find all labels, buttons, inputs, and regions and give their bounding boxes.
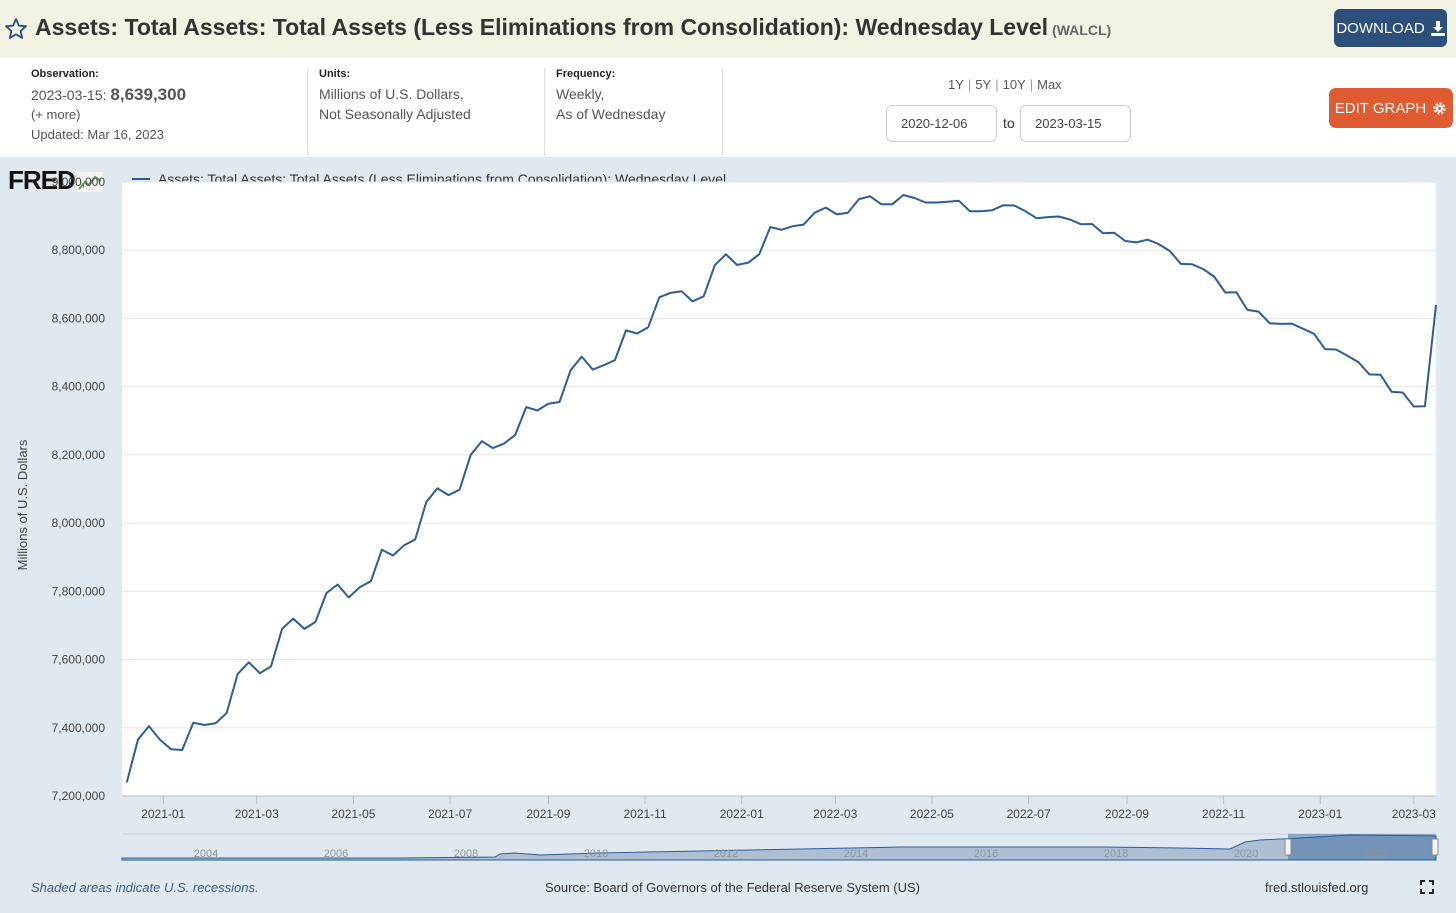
fullscreen-icon[interactable] — [1420, 880, 1434, 894]
x-tick-label: 2022-01 — [720, 807, 764, 821]
navigator-year-label: 2022 — [1364, 848, 1388, 860]
end-date-input[interactable]: 2023-03-15 — [1020, 105, 1131, 142]
navigator-year-label: 2014 — [844, 848, 868, 860]
x-tick-label: 2022-11 — [1202, 807, 1245, 821]
observation-panel: Observation: 2023-03-15: 8,639,300 (+ mo… — [31, 68, 308, 156]
line-chart: 7,200,000 7,400,000 7,600,000 7,800,000 8,00… — [15, 175, 1439, 861]
y-tick-label: 7,800,000 — [52, 584, 106, 598]
fred-logo: FRED — [8, 165, 103, 196]
units-panel: Units: Millions of U.S. Dollars, Not Sea… — [319, 68, 545, 156]
x-tick-label: 2021-09 — [526, 807, 570, 821]
units-line1: Millions of U.S. Dollars, — [319, 86, 464, 102]
star-icon[interactable] — [4, 17, 28, 41]
observation-label: Observation: — [31, 68, 99, 80]
frequency-line1: Weekly, — [556, 86, 605, 102]
navigator-year-label: 2020 — [1234, 848, 1258, 860]
gear-icon — [1433, 101, 1446, 115]
info-bar: Observation: 2023-03-15: 8,639,300 (+ mo… — [0, 58, 1456, 157]
frequency-line2: As of Wednesday — [556, 106, 666, 122]
range-max[interactable]: Max — [1037, 77, 1062, 92]
page-title: Assets: Total Assets: Total Assets (Less… — [35, 14, 1111, 41]
y-tick-label: 8,200,000 — [52, 448, 106, 462]
source-note: Source: Board of Governors of the Federa… — [545, 880, 920, 895]
navigator-year-label: 2004 — [194, 848, 218, 860]
y-tick-label: 8,000,000 — [52, 516, 106, 530]
edit-graph-label: EDIT GRAPH — [1334, 99, 1427, 117]
updated-date: Updated: Mar 16, 2023 — [31, 127, 164, 142]
download-button[interactable]: DOWNLOAD — [1334, 9, 1447, 47]
navigator-year-label: 2008 — [454, 848, 478, 860]
range-10y[interactable]: 10Y — [1002, 77, 1026, 92]
frequency-panel: Frequency: Weekly, As of Wednesday — [556, 68, 723, 156]
navigator-left-handle[interactable] — [1284, 838, 1292, 856]
x-axis: 2021-01 2021-03 2021-05 2021-07 2021-09 2021-… — [122, 795, 1436, 821]
range-navigator[interactable]: 2004 2006 2008 2010 2012 2014 2016 2018 2020 2022 — [121, 833, 1439, 861]
x-tick-label: 2022-09 — [1105, 807, 1149, 821]
x-tick-label: 2023-01 — [1298, 807, 1342, 821]
navigator-year-label: 2010 — [584, 848, 608, 860]
series-id: (WALCL) — [1052, 22, 1112, 38]
x-tick-label: 2022-07 — [1007, 807, 1051, 821]
site-link[interactable]: fred.stlouisfed.org — [1265, 880, 1369, 895]
y-tick-label: 9,000,000 — [52, 175, 106, 189]
x-tick-label: 2023-03 — [1392, 807, 1436, 821]
more-link[interactable]: (+ more) — [31, 107, 81, 122]
download-label: DOWNLOAD — [1336, 19, 1425, 37]
x-tick-label: 2021-11 — [623, 807, 666, 821]
navigator-right-handle[interactable] — [1431, 838, 1439, 856]
fred-logo-text: FRED — [8, 165, 76, 195]
frequency-label: Frequency: — [556, 68, 616, 80]
legend-swatch — [132, 178, 150, 180]
y-axis-title: Millions of U.S. Dollars — [15, 439, 30, 570]
range-selector: 1Y | 5Y | 10Y | Max — [948, 77, 1062, 92]
x-tick-label: 2021-01 — [141, 807, 185, 821]
x-tick-label: 2021-03 — [235, 807, 279, 821]
series-line — [125, 194, 1437, 783]
recession-note: Shaded areas indicate U.S. recessions. — [31, 880, 259, 895]
edit-graph-button[interactable]: EDIT GRAPH — [1329, 88, 1453, 128]
y-tick-label: 8,400,000 — [52, 380, 106, 394]
y-tick-label: 8,800,000 — [52, 243, 106, 257]
x-tick-label: 2022-03 — [813, 807, 857, 821]
y-tick-label: 7,400,000 — [52, 721, 106, 735]
y-tick-label: 7,200,000 — [52, 789, 106, 803]
start-date-input[interactable]: 2020-12-06 — [886, 105, 997, 142]
observation-value: 8,639,300 — [110, 85, 187, 104]
y-tick-label: 8,600,000 — [52, 311, 106, 325]
navigator-year-label: 2018 — [1104, 848, 1128, 860]
navigator-selection[interactable] — [1288, 834, 1436, 860]
y-axis: 7,200,000 7,400,000 7,600,000 7,800,000 8,00… — [52, 175, 106, 803]
observation-date: 2023-03-15: — [31, 87, 107, 103]
units-label: Units: — [319, 68, 351, 80]
title-bar: Assets: Total Assets: Total Assets (Less… — [0, 0, 1456, 58]
to-label: to — [1003, 115, 1015, 131]
x-tick-label: 2022-05 — [910, 807, 954, 821]
plot-background — [122, 182, 1436, 796]
y-tick-label: 7,600,000 — [52, 653, 106, 667]
range-5y[interactable]: 5Y — [975, 77, 992, 92]
x-tick-label: 2021-07 — [428, 807, 472, 821]
series-title: Assets: Total Assets: Total Assets (Less… — [35, 14, 1049, 40]
logo-chart-icon — [76, 172, 103, 193]
navigator-year-label: 2016 — [974, 848, 998, 860]
navigator-year-label: 2012 — [714, 848, 738, 860]
navigator-year-label: 2006 — [324, 848, 348, 860]
x-tick-label: 2021-05 — [331, 807, 375, 821]
download-icon — [1430, 20, 1445, 36]
range-1y[interactable]: 1Y — [948, 77, 964, 92]
units-line2: Not Seasonally Adjusted — [319, 106, 471, 122]
